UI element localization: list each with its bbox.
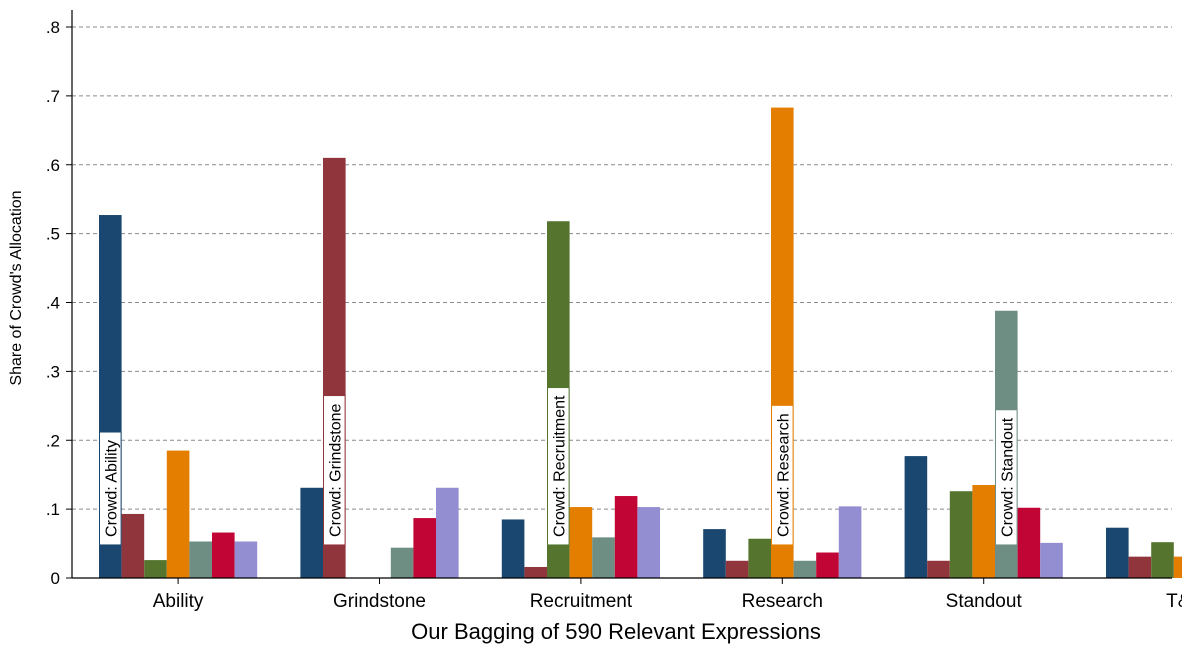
y-tick-label: 0 xyxy=(51,569,60,588)
y-axis-title: Share of Crowd's Allocation xyxy=(8,190,25,385)
bar xyxy=(972,485,995,578)
bar xyxy=(949,491,973,578)
bar xyxy=(524,566,547,578)
bar xyxy=(501,519,525,578)
bar xyxy=(748,538,771,578)
y-tick-label: .3 xyxy=(46,362,60,381)
bar-label-box xyxy=(771,404,794,546)
bar xyxy=(569,507,593,578)
bar-label-box xyxy=(995,409,1018,546)
bars xyxy=(99,107,1182,579)
y-tick-label: .1 xyxy=(46,500,60,519)
bar xyxy=(1106,527,1129,578)
bar xyxy=(592,537,615,578)
bar xyxy=(1040,542,1063,578)
y-tick-label: .8 xyxy=(46,18,60,37)
x-axis-title: Our Bagging of 590 Relevant Expressions xyxy=(411,619,821,644)
bar xyxy=(904,456,928,578)
x-tick-label: Grindstone xyxy=(333,591,426,612)
bar xyxy=(390,547,414,578)
bar xyxy=(703,529,726,578)
bar-label: Crowd: Ability xyxy=(103,440,120,537)
y-tick-label: .4 xyxy=(46,294,60,313)
bar xyxy=(144,560,167,578)
x-tick-label: Ability xyxy=(153,591,204,612)
bar xyxy=(166,450,190,578)
bar-label: Crowd: Grindstone xyxy=(327,403,344,536)
bar xyxy=(300,487,323,578)
bar xyxy=(927,560,950,578)
bar xyxy=(1173,556,1182,578)
bar-label: Crowd: Recruitment xyxy=(551,395,568,537)
bar xyxy=(838,506,862,578)
bar xyxy=(413,518,436,578)
bar xyxy=(614,496,638,578)
y-tick-label: .2 xyxy=(46,431,60,450)
x-tick-label: Standout xyxy=(946,591,1023,612)
bar xyxy=(436,487,459,578)
bar-labels: Crowd: Ability Crowd: Grindstone Crowd: Re… xyxy=(99,387,1018,546)
y-tick-label: .7 xyxy=(46,87,60,106)
bar xyxy=(1017,507,1041,578)
y-tick-label: .5 xyxy=(46,225,60,244)
bar xyxy=(793,560,817,578)
bar-label: Crowd: Research xyxy=(775,413,792,537)
bar xyxy=(189,541,212,578)
bar xyxy=(816,552,839,578)
x-tick-label: T&C xyxy=(1166,591,1182,612)
x-tick-label: Research xyxy=(742,591,823,612)
bar xyxy=(1128,556,1152,578)
bar-label-box xyxy=(323,395,346,546)
bar xyxy=(212,532,235,578)
bar xyxy=(637,507,660,578)
bar xyxy=(121,513,145,578)
bar-label-box xyxy=(547,387,570,546)
bar-label: Crowd: Standout xyxy=(999,417,1016,537)
gridlines xyxy=(72,26,1172,510)
bar-label-box xyxy=(99,431,122,546)
x-tick-label: Recruitment xyxy=(530,591,633,612)
bar xyxy=(234,541,258,578)
bar xyxy=(725,560,749,578)
axes: 0 .1 .2 .3 .4 .5 .6 .7 .8 Ability Grindstone Recrui… xyxy=(46,10,1182,612)
bar xyxy=(1151,542,1174,578)
y-tick-label: .6 xyxy=(46,156,60,175)
